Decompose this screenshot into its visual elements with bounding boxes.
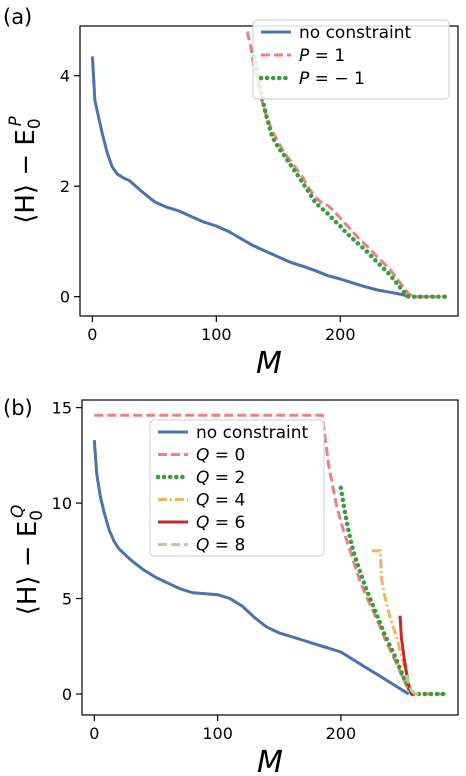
series-line-2 [251,48,448,299]
x-axis-label: M [257,745,283,776]
series-line-4 [398,615,415,696]
panel-a-chart: 0 100 200 0 2 4 M ⟨H⟩ − E0P no constraint P = 1 P … [5,19,459,381]
x-tick-label: 200 [326,724,357,743]
legend-label: P = 1 [299,46,345,66]
series-line-0 [92,439,410,696]
y-tick-label: 0 [62,685,72,704]
panel-b-chart: 0 100 200 0 5 10 15 M ⟨H⟩ − E0Q no constraint Q = … [7,399,459,776]
x-tick-label: 0 [87,325,97,344]
legend-label: P = − 1 [299,69,365,89]
series-line-2 [338,485,448,697]
legend-label: no constraint [299,23,412,43]
x-tick-label: 100 [202,724,233,743]
y-tick-label: 10 [52,494,72,513]
x-axis-label: M [256,346,282,381]
x-tick-label: 100 [201,325,232,344]
legend-label: Q = 2 [196,468,245,488]
y-tick-label: 5 [62,590,72,609]
panel-label-a: (a) [3,5,32,29]
legend-box [149,419,325,557]
y-axis-label: ⟨H⟩ − E0P [5,115,44,223]
legend-label: Q = 0 [196,446,245,466]
panel-label-b: (b) [3,396,33,420]
series-line-5 [404,674,416,696]
legend-label: no constraint [196,423,309,443]
y-axis-label: ⟨H⟩ − E0Q [7,505,46,616]
legend-label: Q = 4 [196,491,245,511]
series-line-3 [371,549,421,696]
y-tick-label: 4 [60,67,70,86]
series-line-0 [90,56,409,299]
x-tick-label: 200 [325,325,356,344]
y-tick-label: 0 [60,288,70,307]
y-tick-label: 15 [52,399,72,418]
y-tick-label: 2 [60,177,70,196]
legend-label: Q = 6 [196,513,245,533]
legend-label: Q = 8 [196,536,245,556]
legend-box [252,19,450,100]
x-tick-label: 0 [89,724,99,743]
plot-frame [81,399,459,716]
